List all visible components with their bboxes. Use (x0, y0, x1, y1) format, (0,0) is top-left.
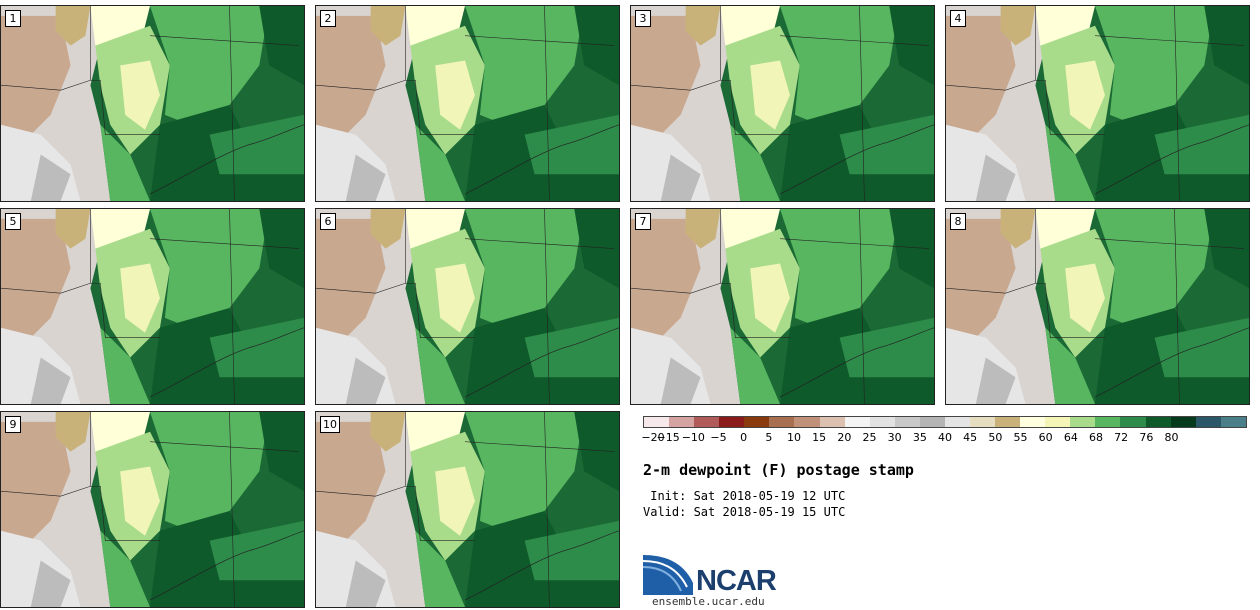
colorbar-tick-label: 5 (765, 431, 773, 444)
colorbar-swatch (1020, 417, 1046, 427)
member-label: 1 (5, 10, 21, 27)
colorbar-tick-label: −20 (641, 431, 665, 444)
colorbar-swatch (769, 417, 795, 427)
colorbar-tick-labels: −20 −15 −10 −5 0 5 10 15 20 25 30 35 40 45 50 55 60 64 68 7… (641, 431, 1247, 445)
dewpoint-colorbar (643, 416, 1247, 428)
colorbar-tick-label: 10 (787, 431, 801, 444)
colorbar-tick-label: 80 (1164, 431, 1179, 444)
colorbar-swatch (844, 417, 870, 427)
colorbar-swatch (1220, 417, 1246, 427)
colorbar-swatch (694, 417, 720, 427)
colorbar-swatch (1170, 417, 1196, 427)
member-label: 5 (5, 213, 21, 230)
colorbar-tick-label: 20 (837, 431, 852, 444)
colorbar-tick-label: −15 (656, 431, 680, 444)
member-label: 8 (950, 213, 966, 230)
colorbar-swatch (719, 417, 745, 427)
member-panel-7: 7 (630, 208, 935, 405)
member-panel-6: 6 (315, 208, 620, 405)
colorbar-tick-label: 72 (1114, 431, 1129, 444)
colorbar-swatch (944, 417, 971, 427)
colorbar-tick-label: 60 (1038, 431, 1053, 444)
member-label: 3 (635, 10, 651, 27)
colorbar-tick-label: −5 (710, 431, 727, 444)
init-time: Init: Sat 2018-05-19 12 UTC (643, 489, 846, 503)
colorbar-swatch (1120, 417, 1146, 427)
colorbar-swatch (819, 417, 845, 427)
member-panel-3: 3 (630, 5, 935, 202)
colorbar-tick-label: 35 (912, 431, 927, 444)
colorbar-swatch (1145, 417, 1171, 427)
colorbar-swatch (995, 417, 1021, 427)
colorbar-tick-label: 64 (1063, 431, 1078, 444)
colorbar-swatch (669, 417, 695, 427)
member-panel-1: 1 (0, 5, 305, 202)
member-panel-2: 2 (315, 5, 620, 202)
colorbar-swatch (1045, 417, 1071, 427)
colorbar-tick-label: 30 (887, 431, 902, 444)
member-panel-9: 9 (0, 411, 305, 608)
ncar-logo-icon (643, 555, 693, 595)
colorbar-tick-label: 68 (1089, 431, 1103, 444)
colorbar-swatch (644, 417, 670, 427)
colorbar-tick-label: 25 (862, 431, 877, 444)
colorbar-tick-label: 45 (963, 431, 978, 444)
member-panel-5: 5 (0, 208, 305, 405)
member-panel-10: 10 (315, 411, 620, 608)
member-panel-8: 8 (945, 208, 1250, 405)
member-label: 10 (320, 416, 340, 433)
logo-url: ensemble.ucar.edu (652, 595, 765, 608)
colorbar-swatch (970, 417, 996, 427)
colorbar-swatch (869, 417, 895, 427)
colorbar-tick-label: 55 (1013, 431, 1028, 444)
member-panel-4: 4 (945, 5, 1250, 202)
member-label: 9 (5, 416, 21, 433)
colorbar-tick-label: −10 (681, 431, 705, 444)
ncar-logo-text: NCAR (696, 565, 777, 597)
member-label: 2 (320, 10, 336, 27)
colorbar-swatch (1095, 417, 1121, 427)
member-label: 4 (950, 10, 966, 27)
colorbar-tick-label: 50 (988, 431, 1003, 444)
colorbar-tick-label: 76 (1139, 431, 1154, 444)
colorbar-tick-label: 15 (812, 431, 827, 444)
colorbar-tick-label: 0 (740, 431, 748, 444)
valid-time: Valid: Sat 2018-05-19 15 UTC (643, 505, 846, 519)
map-title: 2-m dewpoint (F) postage stamp (643, 461, 914, 479)
colorbar-swatch (744, 417, 770, 427)
colorbar-tick-label: 40 (938, 431, 952, 444)
colorbar-swatch (894, 417, 920, 427)
member-label: 6 (320, 213, 336, 230)
colorbar-swatch (1195, 417, 1221, 427)
member-label: 7 (635, 213, 651, 230)
colorbar-swatch (919, 417, 945, 427)
colorbar-swatch (794, 417, 820, 427)
colorbar-swatch (1070, 417, 1096, 427)
